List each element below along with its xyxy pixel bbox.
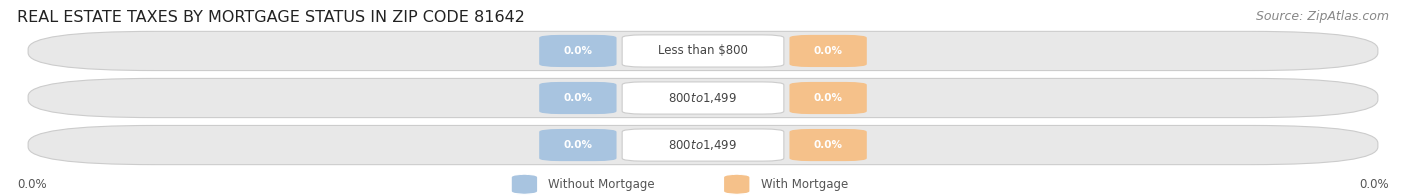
Text: $800 to $1,499: $800 to $1,499: [668, 138, 738, 152]
Text: Without Mortgage: Without Mortgage: [548, 178, 655, 191]
Text: 0.0%: 0.0%: [564, 140, 592, 150]
FancyBboxPatch shape: [28, 78, 1378, 118]
FancyBboxPatch shape: [621, 129, 785, 161]
Text: $800 to $1,499: $800 to $1,499: [668, 91, 738, 105]
Text: 0.0%: 0.0%: [17, 178, 46, 191]
FancyBboxPatch shape: [724, 174, 749, 194]
Text: 0.0%: 0.0%: [814, 93, 842, 103]
Text: 0.0%: 0.0%: [564, 46, 592, 56]
Text: 0.0%: 0.0%: [564, 93, 592, 103]
FancyBboxPatch shape: [512, 174, 537, 194]
FancyBboxPatch shape: [790, 82, 866, 114]
Text: Less than $800: Less than $800: [658, 44, 748, 57]
Text: REAL ESTATE TAXES BY MORTGAGE STATUS IN ZIP CODE 81642: REAL ESTATE TAXES BY MORTGAGE STATUS IN …: [17, 10, 524, 25]
FancyBboxPatch shape: [540, 129, 616, 161]
FancyBboxPatch shape: [790, 35, 866, 67]
Text: Source: ZipAtlas.com: Source: ZipAtlas.com: [1256, 10, 1389, 23]
FancyBboxPatch shape: [790, 129, 866, 161]
Text: 0.0%: 0.0%: [814, 46, 842, 56]
Text: With Mortgage: With Mortgage: [761, 178, 848, 191]
FancyBboxPatch shape: [621, 35, 785, 67]
FancyBboxPatch shape: [540, 82, 616, 114]
FancyBboxPatch shape: [28, 31, 1378, 71]
FancyBboxPatch shape: [540, 35, 616, 67]
Text: 0.0%: 0.0%: [1360, 178, 1389, 191]
FancyBboxPatch shape: [28, 125, 1378, 165]
FancyBboxPatch shape: [621, 82, 785, 114]
Text: 0.0%: 0.0%: [814, 140, 842, 150]
